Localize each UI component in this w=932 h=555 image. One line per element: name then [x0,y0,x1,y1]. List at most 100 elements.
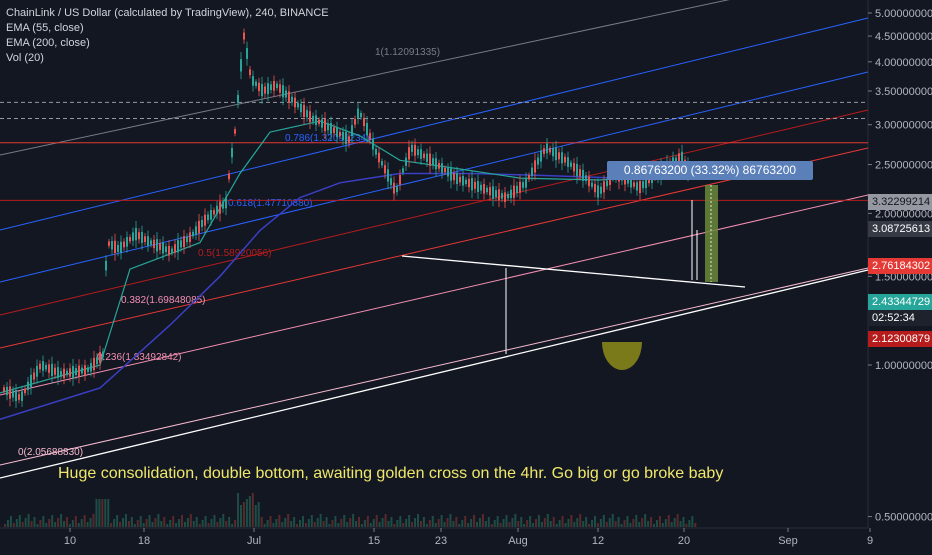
volume-bar [523,524,526,527]
candle-body [465,179,467,185]
candle-body [207,214,209,221]
volume-bar [414,518,417,527]
volume-bar [446,518,449,527]
volume-bar [632,519,635,527]
candle-body [444,167,446,173]
candle-body [507,193,509,199]
y-tick-label-6: 2.00000000 [875,208,932,220]
candle-body [186,236,188,243]
candle-body [552,147,554,157]
legend-ema200[interactable]: EMA (200, close) [6,37,90,49]
volume-bar [24,518,27,527]
volume-bar [6,520,9,527]
volume-bar [77,523,80,527]
candle-body [360,112,362,118]
candle-body [606,180,608,187]
legend-volume[interactable]: Vol (20) [6,52,44,64]
fib-line-1 [0,17,869,231]
candle-body [6,386,8,396]
candle-body [480,184,482,191]
volume-bar [685,524,688,527]
fib-label-5: 0.236(1.83492842) [97,352,182,363]
chart-legend: ChainLink / US Dollar (calculated by Tra… [6,6,329,66]
candle-body [522,182,524,188]
volume-bar [505,515,508,527]
volume-bar [139,516,142,527]
volume-bar [582,521,585,527]
volume-bar [411,522,414,527]
candle-body [396,186,398,193]
fib-line-0 [0,0,730,156]
legend-ema55[interactable]: EMA (55, close) [6,22,84,34]
volume-bar [337,523,340,527]
candle-body [384,165,386,174]
candle-body [126,237,128,247]
double-bottom-shape [602,342,642,370]
volume-bar [257,502,260,527]
volume-bar [322,521,325,527]
volume-bar [434,523,437,527]
candle-body [105,260,107,271]
candle-body [69,368,71,377]
candle-body [543,148,545,154]
volume-bar [567,519,570,527]
candle-body [3,387,5,392]
candle-body [12,390,14,398]
candle-body [387,169,389,182]
candle-body [420,149,422,159]
volume-bar [517,521,520,527]
volume-bar [520,517,523,527]
volume-bar [588,524,591,527]
volume-bar [452,521,455,527]
candle-body [501,193,503,199]
candle-body [192,231,194,237]
fib-label-4: 0.382(1.69848085) [121,295,206,306]
volume-bar [110,523,113,527]
candle-body [567,157,569,167]
candle-body [36,365,38,377]
candle-body [135,227,137,241]
volume-bar [213,515,216,527]
candle-body [51,363,53,377]
candle-body [18,394,20,400]
candle-body [516,185,518,193]
volume-bar [440,515,443,527]
volume-bar [328,524,331,527]
volume-bar [119,522,122,527]
volume-bar [366,516,369,527]
volume-bar [402,523,405,527]
volume-bar [260,517,263,527]
candle-body [294,97,296,108]
candle-body [390,178,392,186]
volume-bar [278,515,281,527]
candle-body [519,181,521,193]
candle-body [585,175,587,181]
candle-body [291,96,293,103]
volume-bar [635,515,638,527]
candle-body [525,178,527,188]
volume-bar [290,521,293,527]
candle-body [423,153,425,159]
volume-bar [101,499,104,527]
volume-bar [532,523,535,527]
candle-body [555,147,557,161]
candle-body [237,94,239,104]
volume-bar [228,517,231,527]
volume-bar [658,516,661,527]
candle-body [402,168,404,173]
legend-symbol[interactable]: ChainLink / US Dollar (calculated by Tra… [6,7,329,19]
candle-body [102,351,104,358]
fib-line-5 [0,194,869,396]
candle-body [432,158,434,166]
volume-bar [71,520,74,527]
candle-body [636,182,638,191]
candle-body [540,150,542,162]
candle-body [600,186,602,194]
candle-body [561,152,563,164]
candle-body [96,357,98,365]
volume-bar [12,523,15,527]
volume-bar [201,520,204,527]
candle-body [528,175,530,180]
volume-bar [461,520,464,527]
candle-body [564,156,566,163]
